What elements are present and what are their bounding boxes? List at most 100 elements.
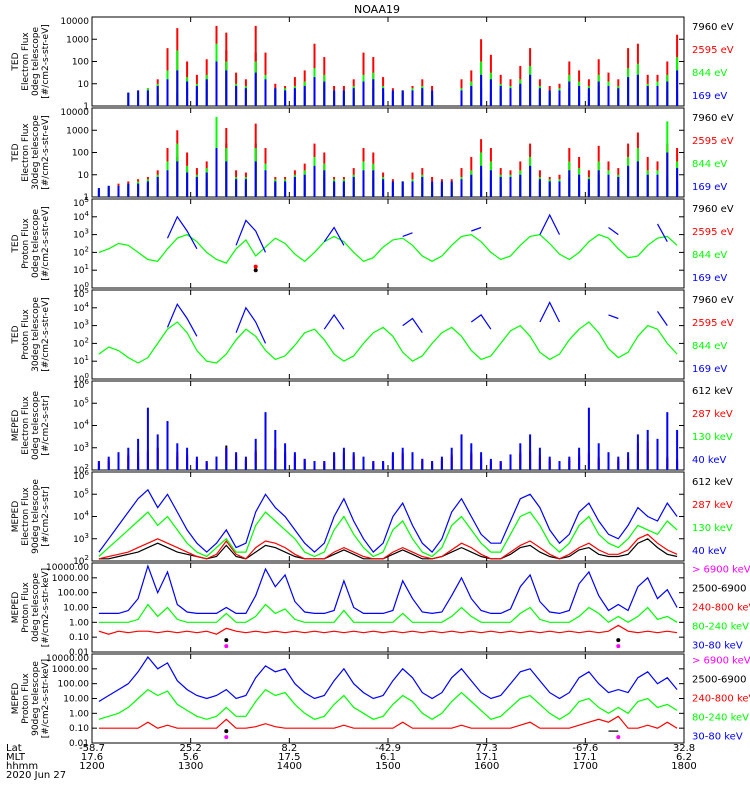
- y-axis-label-line: [#/cm2-s-str-eV]: [41, 297, 51, 372]
- data-line: [608, 314, 619, 320]
- y-axis-label-line: 0deg telescope: [31, 209, 41, 279]
- y-tick-label: 104: [73, 419, 89, 432]
- series-844-eV: [98, 233, 678, 264]
- x-axis-lat-label: -67.6: [572, 743, 598, 754]
- y-axis-label-line: TED: [11, 52, 21, 71]
- data-line: [98, 533, 678, 560]
- series-130-keV: [98, 511, 678, 558]
- y-axis-label-line: 0deg telescope: [31, 27, 41, 97]
- legend-entry: 844 eV: [692, 68, 727, 79]
- legend-entry: 30-80 keV: [692, 641, 743, 652]
- x-axis-mlt-label: 17.1: [476, 752, 498, 763]
- y-tick-exponent: 5: [85, 196, 89, 204]
- series-80-240-keV: [98, 603, 678, 624]
- y-axis-label: MEPEDProton Flux0deg telescope[#/cm2-s-s…: [11, 568, 51, 647]
- y-axis-label-line: 30deg telescope: [31, 115, 41, 190]
- series-169-eV: [127, 61, 679, 106]
- data-line: [98, 233, 678, 264]
- y-axis-label-line: 0deg telescope: [31, 573, 41, 643]
- x-axis-hhmm-label: 1300: [178, 761, 203, 772]
- x-axis-hhmm-label: 1600: [474, 761, 499, 772]
- data-line: [98, 655, 678, 703]
- y-tick-exponent: 6: [85, 469, 90, 477]
- data-line: [235, 219, 267, 253]
- legend-entry: 80-240 keV: [692, 713, 749, 724]
- panel-frame: [91, 16, 685, 107]
- panel-frame: [91, 380, 685, 471]
- data-line: [402, 232, 413, 237]
- legend-entry: > 6900 keV: [692, 656, 750, 667]
- data-line: [539, 301, 561, 323]
- y-axis-label-line: [#/cm2-s-str-eV]: [41, 115, 51, 190]
- legend-entry: 7960 eV: [692, 113, 734, 124]
- legend-entry: 2595 eV: [692, 136, 734, 147]
- y-tick-label: 103: [73, 441, 89, 454]
- data-point: [224, 644, 229, 649]
- x-axis-hhmm-label: 1500: [375, 761, 400, 772]
- y-tick-exponent: 4: [85, 510, 90, 518]
- y-tick-label: 1.00: [69, 709, 89, 719]
- data-line: [470, 314, 492, 330]
- y-axis-label-line: [#/cm2-s-str-eV]: [41, 24, 51, 99]
- panel-frame: [91, 562, 685, 653]
- series-169-eV: [97, 148, 679, 197]
- y-tick-label: 10000.00: [46, 654, 89, 664]
- x-axis-mlt-label: 6.1: [380, 752, 396, 763]
- y-axis-label-line: 90deg telescope: [31, 479, 41, 554]
- y-tick-label: 104: [73, 510, 89, 523]
- series-40-keV: [97, 407, 679, 470]
- y-axis-label-line: [#/cm2-s-str-keV]: [41, 659, 51, 738]
- series-2500-6900: [224, 638, 621, 643]
- legend-entry: 2595 eV: [692, 318, 734, 329]
- y-axis-label-line: Proton Flux: [21, 218, 31, 269]
- y-tick-exponent: 2: [85, 554, 89, 562]
- legend-entry: 169 eV: [692, 273, 727, 284]
- data-line: [98, 511, 678, 558]
- x-axis-hhmm-label: 1700: [573, 761, 598, 772]
- legend-entry: 2500-6900: [692, 584, 747, 595]
- y-axis-label-line: 0deg telescope: [31, 391, 41, 461]
- y-axis-label-line: 30deg telescope: [31, 297, 41, 372]
- y-tick-label: 100: [72, 149, 89, 159]
- y-tick-label: 105: [73, 396, 89, 409]
- y-tick-exponent: 4: [85, 301, 90, 309]
- data-line: [323, 313, 345, 330]
- data-line: [657, 311, 668, 326]
- series-169-eV: [166, 301, 668, 344]
- y-tick-label: 1000.00: [52, 574, 89, 584]
- x-axis-lat-label: 25.2: [180, 743, 202, 754]
- series-240-800-keV: [98, 715, 678, 729]
- data-line: [656, 223, 668, 242]
- y-tick-exponent: 4: [85, 210, 90, 218]
- data-point: [616, 735, 621, 740]
- y-axis-label-line: [#/cm2-s-str]: [41, 395, 51, 455]
- legend-entry: 7960 eV: [692, 22, 734, 33]
- data-point: [616, 644, 621, 649]
- panel-4: TEDProton Flux30deg telescope[#/cm2-s-st…: [11, 287, 734, 385]
- y-axis-label-line: TED: [11, 143, 21, 162]
- y-tick-exponent: 5: [85, 487, 89, 495]
- data-line: [98, 715, 678, 729]
- data-point: [253, 268, 258, 273]
- legend-entry: 844 eV: [692, 250, 727, 261]
- y-tick-label: 0.10: [69, 633, 89, 643]
- y-tick-label: 1: [83, 102, 89, 112]
- data-line: [166, 215, 198, 250]
- data-point: [224, 735, 229, 740]
- series-30-80-keV: [98, 564, 678, 615]
- panel-frame: [91, 653, 685, 744]
- series-40-keV: [98, 488, 678, 553]
- data-line: [98, 688, 678, 721]
- panel-frame: [91, 289, 685, 380]
- panel-8: MEPEDProton Flux90deg telescope[#/cm2-s-…: [11, 653, 750, 749]
- y-axis-label: MEPEDElectron Flux0deg telescope[#/cm2-s…: [11, 391, 51, 461]
- y-axis-label-line: Proton Flux: [21, 309, 31, 360]
- legend-entry: 844 eV: [692, 341, 727, 352]
- legend-entry: 287 keV: [692, 500, 733, 511]
- y-tick-label: 1000: [66, 126, 89, 136]
- legend-entry: 612 keV: [692, 477, 733, 488]
- series-2500-6900: [224, 729, 619, 734]
- y-tick-label: 100.00: [58, 589, 90, 599]
- x-axis-mlt-label: 17.1: [574, 752, 596, 763]
- x-axis-lat-label: -42.9: [375, 743, 401, 754]
